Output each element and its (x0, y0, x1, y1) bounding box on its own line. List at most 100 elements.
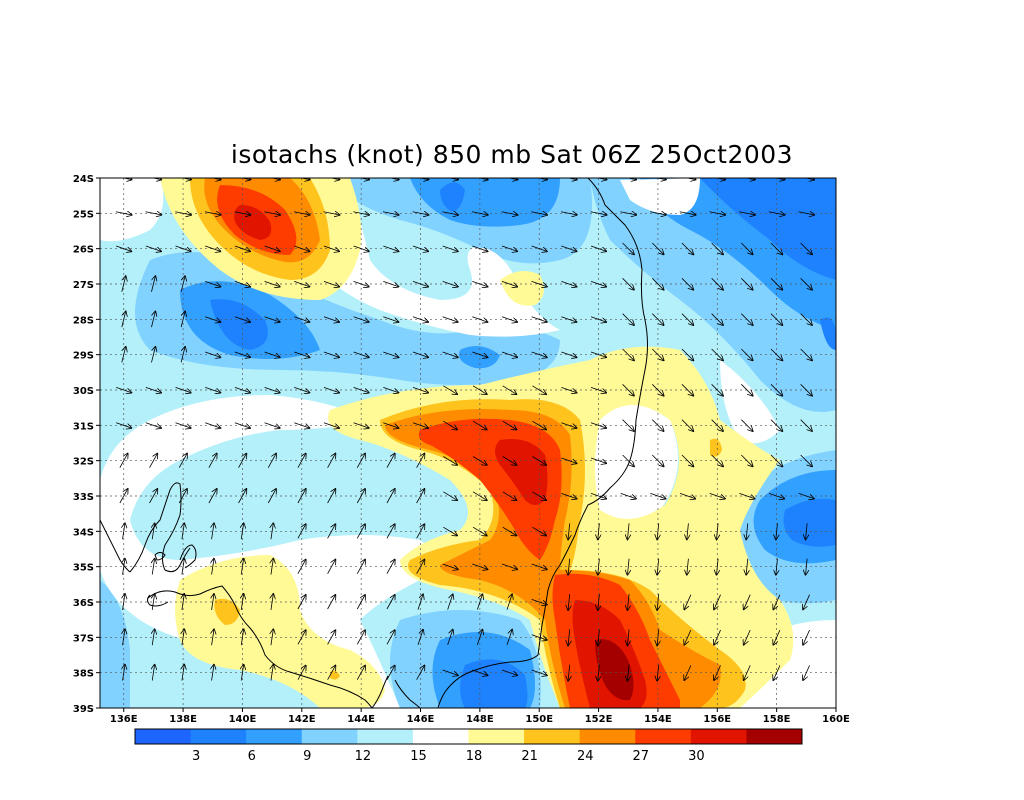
wind-arrow (443, 526, 457, 535)
wind-arrow (476, 630, 482, 646)
wind-arrow (271, 559, 273, 575)
wind-arrow (175, 212, 191, 215)
wind-arrow (716, 523, 718, 539)
colorbar-swatch (524, 729, 581, 744)
wind-arrow (205, 280, 220, 286)
wind-arrow (679, 212, 696, 215)
wind-arrow (711, 419, 723, 431)
wind-arrow (651, 242, 663, 254)
wind-arrow (442, 316, 458, 322)
wind-arrow (294, 245, 309, 251)
wind-arrow (212, 594, 214, 610)
wind-arrow (651, 278, 663, 289)
wind-arrow (657, 558, 659, 575)
wind-arrow (182, 665, 184, 681)
longitude-label: 152E (585, 714, 613, 725)
longitude-label: 158E (763, 714, 791, 725)
wind-arrow (803, 629, 810, 645)
wind-arrow (711, 242, 723, 254)
wind-arrow (773, 665, 781, 680)
wind-arrow (327, 560, 336, 574)
wind-arrow (716, 558, 718, 575)
wind-arrow (800, 454, 812, 466)
wind-arrow (442, 212, 458, 215)
wind-arrow (294, 386, 309, 392)
wind-arrow (241, 594, 243, 610)
wind-arrow (626, 178, 636, 179)
wind-arrow (709, 212, 725, 215)
wind-arrow (627, 629, 629, 645)
wind-arrow (356, 666, 365, 680)
wind-arrow (443, 491, 457, 500)
wind-arrow (650, 212, 666, 215)
colorbar-label: 21 (521, 749, 538, 764)
latitude-label: 34S (73, 527, 94, 538)
wind-arrow (181, 178, 191, 179)
longitude-label: 142E (288, 714, 316, 725)
wind-arrow (472, 316, 487, 322)
wind-arrow (238, 454, 247, 468)
wind-arrow (241, 523, 243, 540)
wind-arrow (471, 212, 488, 215)
wind-arrow (596, 178, 607, 179)
wind-arrow (502, 491, 517, 500)
wind-arrow (568, 664, 570, 681)
wind-arrow (620, 212, 636, 215)
wind-arrow (711, 278, 723, 289)
latitude-labels: 24S 25S 26S 27S 28S 29S 30S 31S 32S 33S 34S 35S 36S 3… (73, 174, 100, 715)
wind-arrow (121, 312, 126, 328)
wind-arrow (568, 593, 570, 610)
plot-frame (99, 177, 837, 709)
wind-arrow (386, 489, 395, 504)
longitude-label: 148E (466, 714, 494, 725)
latitude-label: 30S (73, 386, 94, 397)
colorbar-label: 15 (410, 749, 427, 764)
wind-arrow (746, 523, 748, 539)
wind-arrow (152, 559, 154, 575)
wind-arrow (507, 178, 518, 179)
wind-arrow (684, 665, 692, 680)
wind-arrow (234, 351, 250, 357)
wind-arrow (502, 456, 517, 464)
wind-arrow (590, 457, 606, 463)
wind-arrow (152, 665, 154, 681)
wind-arrow (561, 351, 576, 357)
wind-arrow (386, 666, 395, 680)
wind-arrow (443, 385, 457, 394)
wind-arrow (180, 312, 185, 328)
colorbar-label: 3 (192, 749, 200, 764)
wind-arrow (297, 595, 306, 610)
wind-arrow (152, 594, 154, 610)
wind-arrow (175, 245, 191, 251)
wind-arrow (684, 629, 692, 645)
wind-arrow (532, 491, 546, 500)
wind-arrow (151, 178, 162, 179)
wind-arrow (472, 491, 487, 500)
wind-arrow (447, 630, 453, 646)
wind-arrow (501, 563, 517, 569)
longitude-labels: 136E 138E 140E 142E 144E 146E 148E 150E 152E 154E… (110, 708, 850, 725)
colorbar-swatch (635, 729, 692, 744)
wind-arrow (770, 419, 782, 431)
wind-arrow (123, 594, 125, 610)
wind-arrow (806, 558, 808, 575)
wind-arrow (297, 560, 306, 574)
colorbar-label: 24 (577, 749, 594, 764)
wind-arrow (770, 348, 782, 360)
wind-arrow (590, 316, 606, 322)
wind-arrow (418, 178, 429, 179)
wind-arrow (386, 560, 395, 574)
wind-arrow (299, 178, 310, 179)
wind-arrow (501, 245, 517, 251)
wind-arrow (149, 489, 158, 504)
wind-arrow (741, 454, 752, 466)
wind-arrow (622, 454, 634, 466)
wind-arrow (531, 245, 547, 251)
wind-arrow (472, 351, 487, 357)
colorbar-swatch (412, 729, 469, 744)
wind-arrow (204, 212, 221, 215)
wind-arrow (149, 454, 158, 468)
wind-arrow (531, 316, 547, 322)
wind-arrow (145, 422, 161, 428)
wind-arrow (294, 280, 309, 286)
